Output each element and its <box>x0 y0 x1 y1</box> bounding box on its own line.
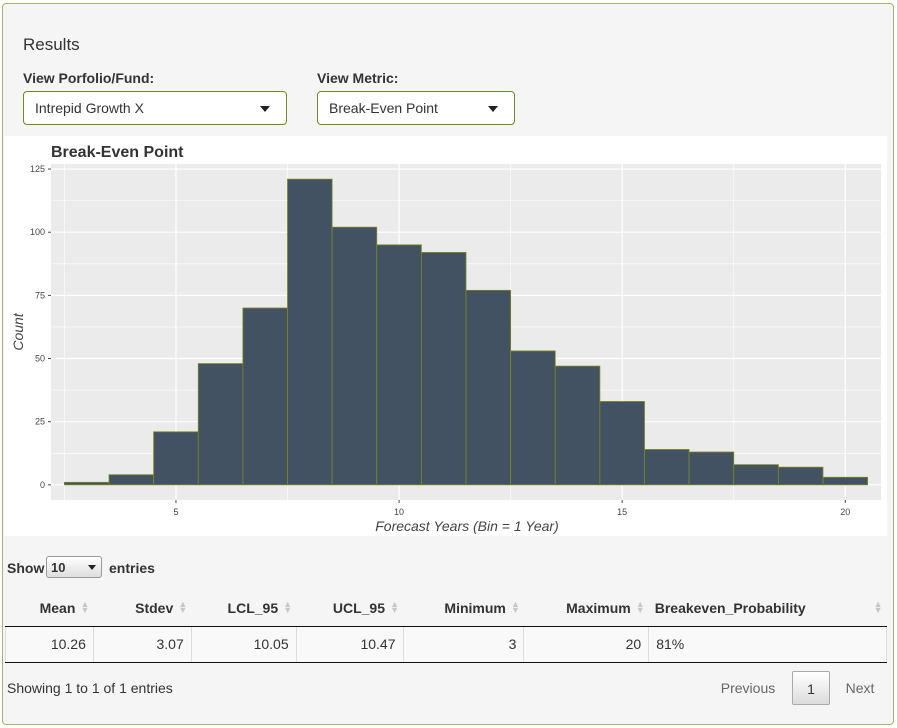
cell-stdev: 3.07 <box>93 626 192 663</box>
histogram-bar <box>153 431 199 486</box>
histogram-bar <box>599 401 645 486</box>
column-header-minimum[interactable]: Minimum ▲ ▼ <box>403 590 524 627</box>
histogram-bar <box>510 350 556 486</box>
metric-selected-value: Break-Even Point <box>329 100 438 116</box>
results-table: Mean ▲ ▼ Stdev ▲ ▼ LCL_95 ▲ ▼ UCL_95 ▲ ▼ Minimum… <box>5 590 887 663</box>
sort-icon: ▲ ▼ <box>80 599 90 615</box>
sort-icon: ▲ ▼ <box>873 599 883 615</box>
cell-breakeven-probability: 81% <box>648 626 887 663</box>
caret-down-icon <box>88 565 96 570</box>
histogram-bar <box>688 451 735 486</box>
x-tick-label: 20 <box>840 507 850 517</box>
column-header-stdev[interactable]: Stdev ▲ ▼ <box>93 590 192 627</box>
sort-icon: ▲ ▼ <box>390 599 399 615</box>
metric-select[interactable]: Break-Even Point <box>317 91 515 125</box>
show-label: Show <box>7 560 45 576</box>
cell-minimum: 3 <box>403 626 525 663</box>
x-axis-label: Forecast Years (Bin = 1 Year) <box>375 518 559 534</box>
histogram-bar <box>331 226 378 486</box>
x-tick-label: 5 <box>173 507 178 517</box>
chart-title: Break-Even Point <box>51 144 184 161</box>
y-tick-label: 75 <box>35 290 45 300</box>
cell-ucl95: 10.47 <box>296 626 404 663</box>
histogram-bar <box>420 252 467 486</box>
sort-icon: ▲ ▼ <box>283 599 293 615</box>
histogram-bar <box>63 481 110 486</box>
histogram-bar <box>644 449 690 486</box>
column-header-maximum[interactable]: Maximum ▲ ▼ <box>523 590 649 627</box>
table-info: Showing 1 to 1 of 1 entries <box>7 680 173 696</box>
histogram-bar <box>465 289 512 486</box>
histogram-bar <box>197 363 244 486</box>
sort-icon: ▲ ▼ <box>510 599 520 615</box>
pagination-page-1-button[interactable]: 1 <box>792 671 830 705</box>
pagination-next-button[interactable]: Next <box>845 680 875 696</box>
portfolio-select[interactable]: Intrepid Growth X <box>23 91 287 125</box>
y-tick-label: 50 <box>35 354 45 364</box>
table-header-row: Mean ▲ ▼ Stdev ▲ ▼ LCL_95 ▲ ▼ UCL_95 ▲ ▼ Minimum… <box>5 590 887 627</box>
x-axis-ticks: 5 10 15 20 <box>173 500 850 517</box>
histogram-bar <box>777 466 824 486</box>
portfolio-label: View Porfolio/Fund: <box>23 70 155 86</box>
sort-icon: ▲ ▼ <box>635 599 645 615</box>
results-title: Results <box>23 35 80 54</box>
table-row: 10.26 3.07 10.05 10.47 3 20 81% <box>5 626 887 663</box>
histogram-bar <box>287 178 333 486</box>
metric-label: View Metric: <box>317 70 399 86</box>
y-tick-label: 100 <box>30 227 45 237</box>
cell-mean: 10.26 <box>5 626 94 663</box>
caret-down-icon <box>260 106 270 112</box>
histogram-chart: 0 25 50 75 100 125 5 10 15 20 Break-Even Point F… <box>4 136 887 536</box>
histogram-bar <box>554 365 601 486</box>
entries-select[interactable]: 10 <box>46 556 102 578</box>
portfolio-selected-value: Intrepid Growth X <box>35 100 144 116</box>
pagination-previous-button[interactable]: Previous <box>720 680 776 696</box>
entries-select-value: 10 <box>51 560 66 575</box>
entries-label: entries <box>109 560 155 576</box>
histogram-bar <box>108 474 155 486</box>
y-axis-label: Count <box>10 312 26 350</box>
column-header-lcl95[interactable]: LCL_95 ▲ ▼ <box>191 590 297 627</box>
y-axis-ticks: 0 25 50 75 100 125 <box>30 164 51 490</box>
histogram-bar <box>376 244 422 486</box>
histogram-bar <box>822 476 869 486</box>
y-tick-label: 125 <box>30 164 45 174</box>
column-header-breakeven-probability[interactable]: Breakeven_Probability ▲ ▼ <box>648 590 887 627</box>
x-tick-label: 10 <box>394 507 404 517</box>
y-tick-label: 25 <box>35 417 45 427</box>
histogram-bar <box>733 464 779 486</box>
histogram-bar <box>242 307 288 486</box>
column-header-ucl95[interactable]: UCL_95 ▲ ▼ <box>296 590 403 627</box>
sort-icon: ▲ ▼ <box>178 599 188 615</box>
caret-down-icon <box>488 106 498 112</box>
cell-lcl95: 10.05 <box>191 626 297 663</box>
bars <box>63 178 869 486</box>
column-header-mean[interactable]: Mean ▲ ▼ <box>5 590 94 627</box>
cell-maximum: 20 <box>523 626 650 663</box>
y-tick-label: 0 <box>40 480 45 490</box>
x-tick-label: 15 <box>617 507 627 517</box>
histogram-svg: 0 25 50 75 100 125 5 10 15 20 Break-Even Point F… <box>10 144 881 534</box>
